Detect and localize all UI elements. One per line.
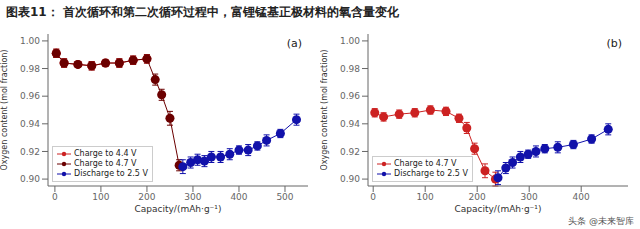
svg-text:200: 200 (138, 192, 155, 202)
svg-text:0.98: 0.98 (20, 64, 40, 74)
html-text:(b): (b) (606, 37, 622, 50)
html-text:Charge to 4.7 V: Charge to 4.7 V (394, 159, 457, 168)
svg-text:Capacity/(mAh·g⁻¹): Capacity/(mAh·g⁻¹) (455, 204, 542, 214)
svg-text:Capacity/(mAh·g⁻¹): Capacity/(mAh·g⁻¹) (135, 204, 222, 214)
svg-text:100: 100 (417, 192, 434, 202)
svg-text:0.90: 0.90 (20, 174, 40, 184)
svg-text:400: 400 (230, 192, 247, 202)
html-text:Discharge to 2.5 V: Discharge to 2.5 V (394, 169, 468, 178)
svg-text:0.92: 0.92 (20, 147, 40, 157)
svg-text:1.00: 1.00 (20, 36, 40, 46)
svg-text:0.94: 0.94 (340, 119, 360, 129)
html-text:Charge to 4.4 V: Charge to 4.4 V (74, 149, 137, 158)
svg-text:0.92: 0.92 (340, 147, 360, 157)
svg-text:100: 100 (92, 192, 109, 202)
svg-text:0.98: 0.98 (340, 64, 360, 74)
svg-text:Oxygen content (mol fraction): Oxygen content (mol fraction) (8, 50, 9, 171)
svg-text:0.90: 0.90 (340, 174, 360, 184)
html-text:Discharge to 2.5 V: Discharge to 2.5 V (74, 169, 148, 178)
html-text:图表11： 首次循环和第二次循环过程中，富锂锰基正极材料的氧: 图表11： 首次循环和第二次循环过程中，富锂锰基正极材料的氧含量变化 (6, 5, 399, 19)
svg-text:300: 300 (521, 192, 538, 202)
svg-text:400: 400 (573, 192, 590, 202)
svg-text:0.94: 0.94 (20, 119, 40, 129)
svg-text:200: 200 (469, 192, 486, 202)
svg-text:300: 300 (184, 192, 201, 202)
svg-text:1.00: 1.00 (340, 36, 360, 46)
html-text:Charge to 4.7 V: Charge to 4.7 V (74, 159, 137, 168)
svg-text:Oxygen content (mol fraction): Oxygen content (mol fraction) (320, 50, 329, 171)
svg-text:0.96: 0.96 (340, 91, 360, 101)
svg-text:0: 0 (370, 192, 376, 202)
svg-text:0.96: 0.96 (20, 91, 40, 101)
svg-text:0: 0 (52, 192, 58, 202)
html-text:头条 @未来智库: 头条 @未来智库 (568, 216, 634, 226)
svg-text:500: 500 (276, 192, 293, 202)
html-text:(a): (a) (286, 37, 302, 50)
